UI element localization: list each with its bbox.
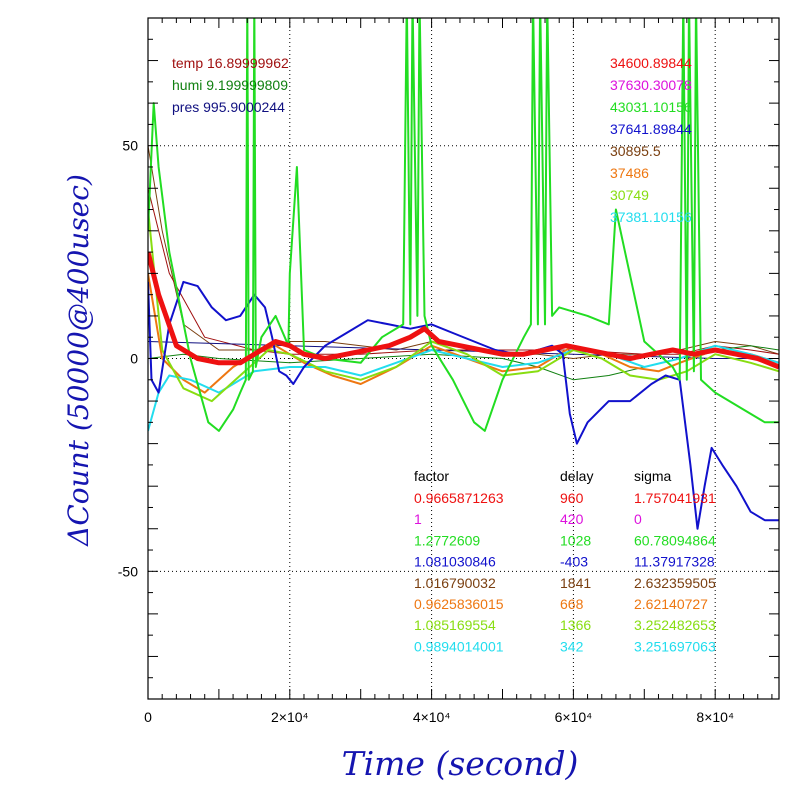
x-axis-title: Time (second) <box>342 744 579 783</box>
table-cell-sigma: 2.62140727 <box>634 596 708 612</box>
env-legend: temp 16.89999962 humi 9.199999809 pres 9… <box>172 55 289 115</box>
x-tick-label: 2×10⁴ <box>271 709 309 725</box>
counts-legend: 34600.89844 37630.30078 43031.10156 37641.8… <box>610 55 692 225</box>
tick-labels: 0 2×10⁴ 4×10⁴ 6×10⁴ 8×10⁴ 50 0 -50 <box>118 138 734 725</box>
table-cell-factor: 1.085169554 <box>414 617 496 633</box>
y-tick-label: 50 <box>122 138 138 154</box>
legend-pres: pres 995.9000244 <box>172 99 285 115</box>
factor-table: factor delay sigma 0.9665871263 960 1.7570… <box>414 468 716 654</box>
series-layer <box>148 18 779 530</box>
series-line-8 <box>148 18 779 432</box>
count-value: 37486 <box>610 165 649 181</box>
y-axis-title: ΔCount (50000@400usec) <box>62 174 95 547</box>
table-cell-delay: 1841 <box>560 575 591 591</box>
count-value: 30749 <box>610 187 649 203</box>
table-cell-sigma: 3.252482653 <box>634 617 716 633</box>
series-line-7 <box>148 280 779 530</box>
table-cell-delay: 420 <box>560 511 584 527</box>
table-cell-factor: 1.2772609 <box>414 532 480 548</box>
count-value: 37630.30078 <box>610 77 692 93</box>
table-cell-factor: 0.9894014001 <box>414 638 504 654</box>
count-value: 34600.89844 <box>610 55 692 71</box>
table-cell-delay: 342 <box>560 638 584 654</box>
series-line-6 <box>148 209 779 403</box>
table-cell-delay: 668 <box>560 596 584 612</box>
table-cell-sigma: 0 <box>634 511 642 527</box>
table-cell-sigma: 3.251697063 <box>634 638 716 654</box>
x-tick-label: 4×10⁴ <box>413 709 451 725</box>
count-value: 37641.89844 <box>610 121 692 137</box>
axis-ticks <box>147 17 779 700</box>
table-cell-factor: 1 <box>414 511 422 527</box>
table-header-delay: delay <box>560 468 593 484</box>
count-value: 43031.10156 <box>610 99 692 115</box>
table-cell-delay: -403 <box>560 554 588 570</box>
table-cell-delay: 1028 <box>560 532 591 548</box>
table-header-factor: factor <box>414 468 449 484</box>
table-cell-delay: 1366 <box>560 617 591 633</box>
table-cell-delay: 960 <box>560 490 584 506</box>
table-cell-sigma: 2.632359505 <box>634 575 716 591</box>
series-line-9 <box>148 251 779 370</box>
y-tick-label: 0 <box>130 351 138 367</box>
x-tick-label: 8×10⁴ <box>696 709 734 725</box>
x-tick-label: 6×10⁴ <box>555 709 593 725</box>
legend-temp: temp 16.89999962 <box>172 55 289 71</box>
count-value: 30895.5 <box>610 143 661 159</box>
table-cell-sigma: 11.37917328 <box>634 554 715 570</box>
y-tick-label: -50 <box>118 563 138 579</box>
table-header-sigma: sigma <box>634 468 672 484</box>
legend-humi: humi 9.199999809 <box>172 77 288 93</box>
x-tick-label: 0 <box>144 709 152 725</box>
table-cell-factor: 0.9665871263 <box>414 490 504 506</box>
series-line-4 <box>148 273 779 394</box>
table-cell-factor: 1.081030846 <box>414 554 496 570</box>
series-line-5 <box>148 344 779 432</box>
table-cell-factor: 0.9625836015 <box>414 596 504 612</box>
table-rows: 0.9665871263 960 1.757041931 1 420 0 1.2772609… <box>414 490 716 654</box>
count-value: 37381.10156 <box>610 209 692 225</box>
table-cell-factor: 1.016790032 <box>414 575 496 591</box>
table-cell-sigma: 60.78094864 <box>634 532 716 548</box>
table-cell-sigma: 1.757041931 <box>634 490 716 506</box>
